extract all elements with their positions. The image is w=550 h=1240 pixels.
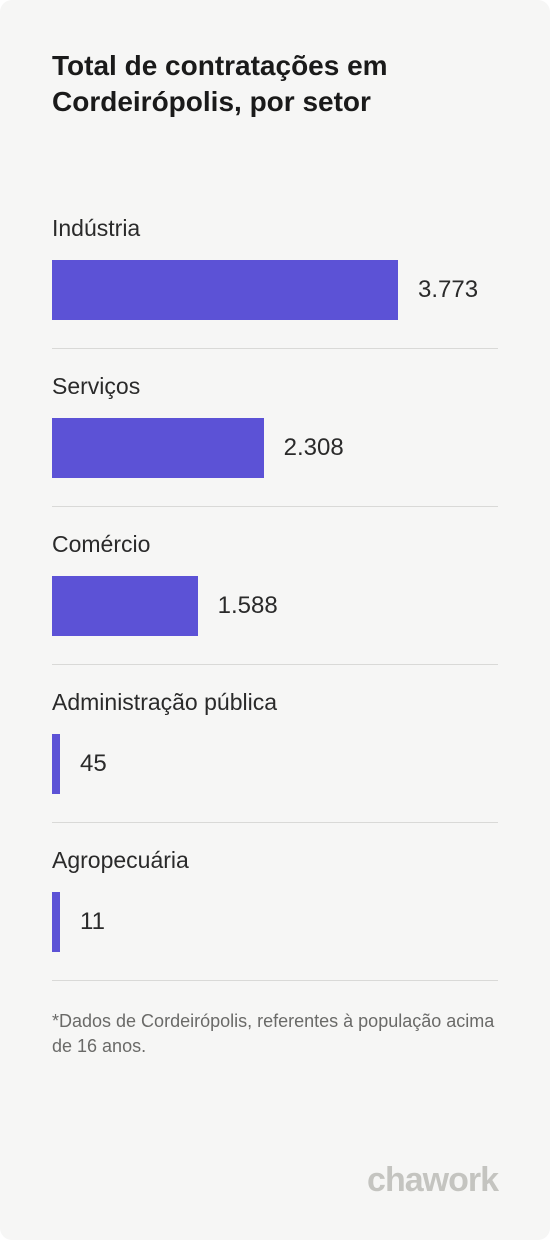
brand-logo: chawork xyxy=(367,1161,498,1200)
bar-wrap: 45 xyxy=(52,734,498,794)
bar-value: 2.308 xyxy=(284,434,344,462)
chart-title: Total de contratações em Cordeirópolis, … xyxy=(52,48,498,121)
bar-label: Serviços xyxy=(52,373,498,400)
bar-fill xyxy=(52,260,398,320)
bar-list: Indústria 3.773 Serviços 2.308 Comércio 1.588… xyxy=(52,191,498,981)
bar-label: Comércio xyxy=(52,531,498,558)
bar-label: Administração pública xyxy=(52,689,498,716)
bar-fill xyxy=(52,892,60,952)
bar-wrap: 2.308 xyxy=(52,418,498,478)
bar-value: 1.588 xyxy=(218,592,278,620)
bar-value: 3.773 xyxy=(418,276,478,304)
bar-value: 11 xyxy=(80,908,105,936)
bar-row: Indústria 3.773 xyxy=(52,191,498,349)
bar-wrap: 1.588 xyxy=(52,576,498,636)
bar-fill xyxy=(52,418,264,478)
bar-wrap: 11 xyxy=(52,892,498,952)
bar-fill xyxy=(52,576,198,636)
chart-container: Total de contratações em Cordeirópolis, … xyxy=(0,0,550,1240)
bar-fill xyxy=(52,734,60,794)
bar-row: Serviços 2.308 xyxy=(52,349,498,507)
chart-footnote: *Dados de Cordeirópolis, referentes à po… xyxy=(52,1009,498,1059)
bar-row: Comércio 1.588 xyxy=(52,507,498,665)
bar-row: Agropecuária 11 xyxy=(52,823,498,981)
bar-label: Indústria xyxy=(52,215,498,242)
bar-label: Agropecuária xyxy=(52,847,498,874)
bar-value: 45 xyxy=(80,750,107,778)
bar-wrap: 3.773 xyxy=(52,260,498,320)
bar-row: Administração pública 45 xyxy=(52,665,498,823)
